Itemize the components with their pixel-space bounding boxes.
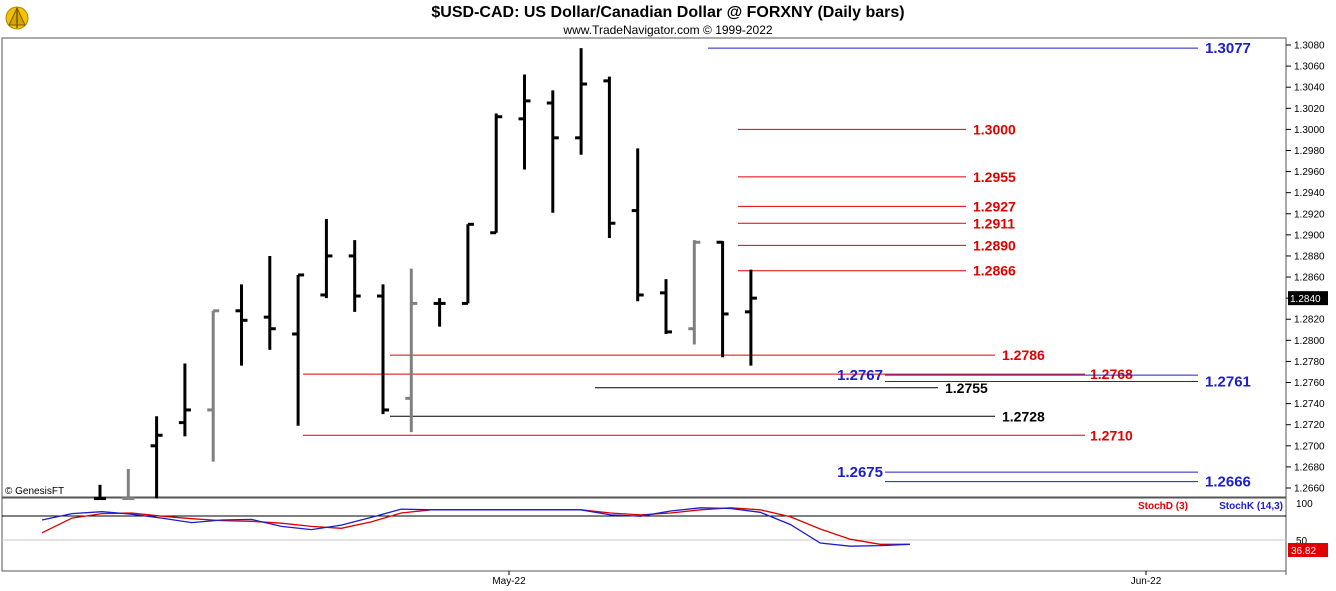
ohlc-bar <box>377 284 389 415</box>
price-tick-label: 1.2860 <box>1294 273 1325 284</box>
stoch-last-value: 36.82 <box>1291 546 1316 557</box>
level-label: 1.3077 <box>1205 40 1251 57</box>
stochk-label: StochK (14,3) <box>1219 501 1283 512</box>
price-tick-label: 1.2740 <box>1294 399 1325 410</box>
ohlc-bar <box>603 76 616 239</box>
last-price-tag <box>1288 291 1328 306</box>
price-tick-label: 1.3060 <box>1294 62 1325 73</box>
ohlc-bar <box>744 269 757 366</box>
price-tick-label: 1.2940 <box>1294 188 1325 199</box>
ohlc-bar <box>716 240 729 358</box>
stochd-label: StochD (3) <box>1138 501 1188 512</box>
stoch-last-tag <box>1288 543 1328 557</box>
price-tick-label: 1.3000 <box>1294 125 1325 136</box>
price-panel <box>1 37 1287 498</box>
stochastic-panel <box>1 497 1287 572</box>
ohlc-bar <box>94 484 106 501</box>
ohlc-bar <box>631 148 644 302</box>
ohlc-bar <box>207 309 220 462</box>
ohlc-bar <box>433 298 446 327</box>
level-label: 1.3000 <box>973 121 1016 137</box>
price-tick-label: 1.2820 <box>1294 315 1325 326</box>
price-axis: 1.3080 1.3060 1.3040 1.3020 1.3000 1.2980 1.29… <box>1286 41 1328 495</box>
level-label: 1.2710 <box>1090 427 1133 443</box>
price-tick-label: 1.2760 <box>1294 378 1325 389</box>
price-tick-label: 1.2920 <box>1294 209 1325 220</box>
ohlc-bar <box>518 74 531 170</box>
ohlc-bar <box>348 240 361 312</box>
ohlc-bars <box>94 48 757 501</box>
ohlc-bar <box>461 222 474 305</box>
level-label: 1.2767 <box>837 367 883 384</box>
ohlc-bar <box>660 279 672 335</box>
price-tick-label: 1.2960 <box>1294 167 1325 178</box>
ohlc-bar <box>178 363 191 437</box>
price-tick-label: 1.2700 <box>1294 441 1325 452</box>
level-label: 1.2866 <box>973 263 1016 279</box>
time-axis: May-22 Jun-22 <box>492 571 1162 587</box>
level-label: 1.2666 <box>1205 474 1251 491</box>
price-tick-label: 1.2680 <box>1294 462 1325 473</box>
chart-subtitle: www.TradeNavigator.com © 1999-2022 <box>562 23 772 37</box>
level-label: 1.2755 <box>945 380 988 396</box>
level-label: 1.2927 <box>973 198 1016 214</box>
time-tick-label: Jun-22 <box>1131 576 1162 587</box>
ohlc-bar <box>263 255 276 350</box>
ohlc-bar <box>150 416 163 499</box>
level-label: 1.2955 <box>973 169 1016 185</box>
ohlc-bar <box>405 268 418 433</box>
price-tick-label: 1.2660 <box>1294 484 1325 495</box>
ohlc-bar <box>320 219 333 299</box>
price-tick-label: 1.2880 <box>1294 251 1325 262</box>
ohlc-bar <box>490 113 503 235</box>
last-price-label: 1.2840 <box>1290 294 1321 305</box>
price-tick-label: 1.2720 <box>1294 420 1325 431</box>
ohlc-bar <box>546 90 559 213</box>
stoch-tick-label: 100 <box>1296 499 1313 510</box>
level-label: 1.2911 <box>973 215 1015 231</box>
stochastic-indicator: 100 50 StochD (3) StochK (14,3) 36.82 <box>2 499 1328 557</box>
price-tick-label: 1.2780 <box>1294 357 1325 368</box>
level-label: 1.2768 <box>1090 366 1133 382</box>
ohlc-bar <box>292 273 305 426</box>
chart-title: $USD-CAD: US Dollar/Canadian Dollar @ FO… <box>431 4 904 21</box>
price-tick-label: 1.2900 <box>1294 230 1325 241</box>
level-label: 1.2761 <box>1205 373 1251 390</box>
time-tick-label: May-22 <box>492 576 526 587</box>
price-tick-label: 1.3020 <box>1294 104 1325 115</box>
stochk-line <box>41 507 911 547</box>
trade-navigator-logo-icon <box>5 6 29 30</box>
level-label: 1.2728 <box>1002 408 1045 424</box>
level-label: 1.2675 <box>837 464 883 481</box>
ohlc-bar <box>235 284 248 366</box>
price-tick-label: 1.3040 <box>1294 83 1325 94</box>
ohlc-bar <box>688 240 701 345</box>
ohlc-bar <box>575 48 588 155</box>
price-tick-label: 1.3080 <box>1294 41 1325 52</box>
price-tick-label: 1.2800 <box>1294 336 1325 347</box>
watermark: © GenesisFT <box>5 486 64 497</box>
level-label: 1.2786 <box>1002 347 1045 363</box>
level-label: 1.2890 <box>973 237 1016 253</box>
ohlc-bar <box>122 469 135 501</box>
price-tick-label: 1.2980 <box>1294 146 1325 157</box>
stoch-tick-label: 50 <box>1296 536 1308 547</box>
